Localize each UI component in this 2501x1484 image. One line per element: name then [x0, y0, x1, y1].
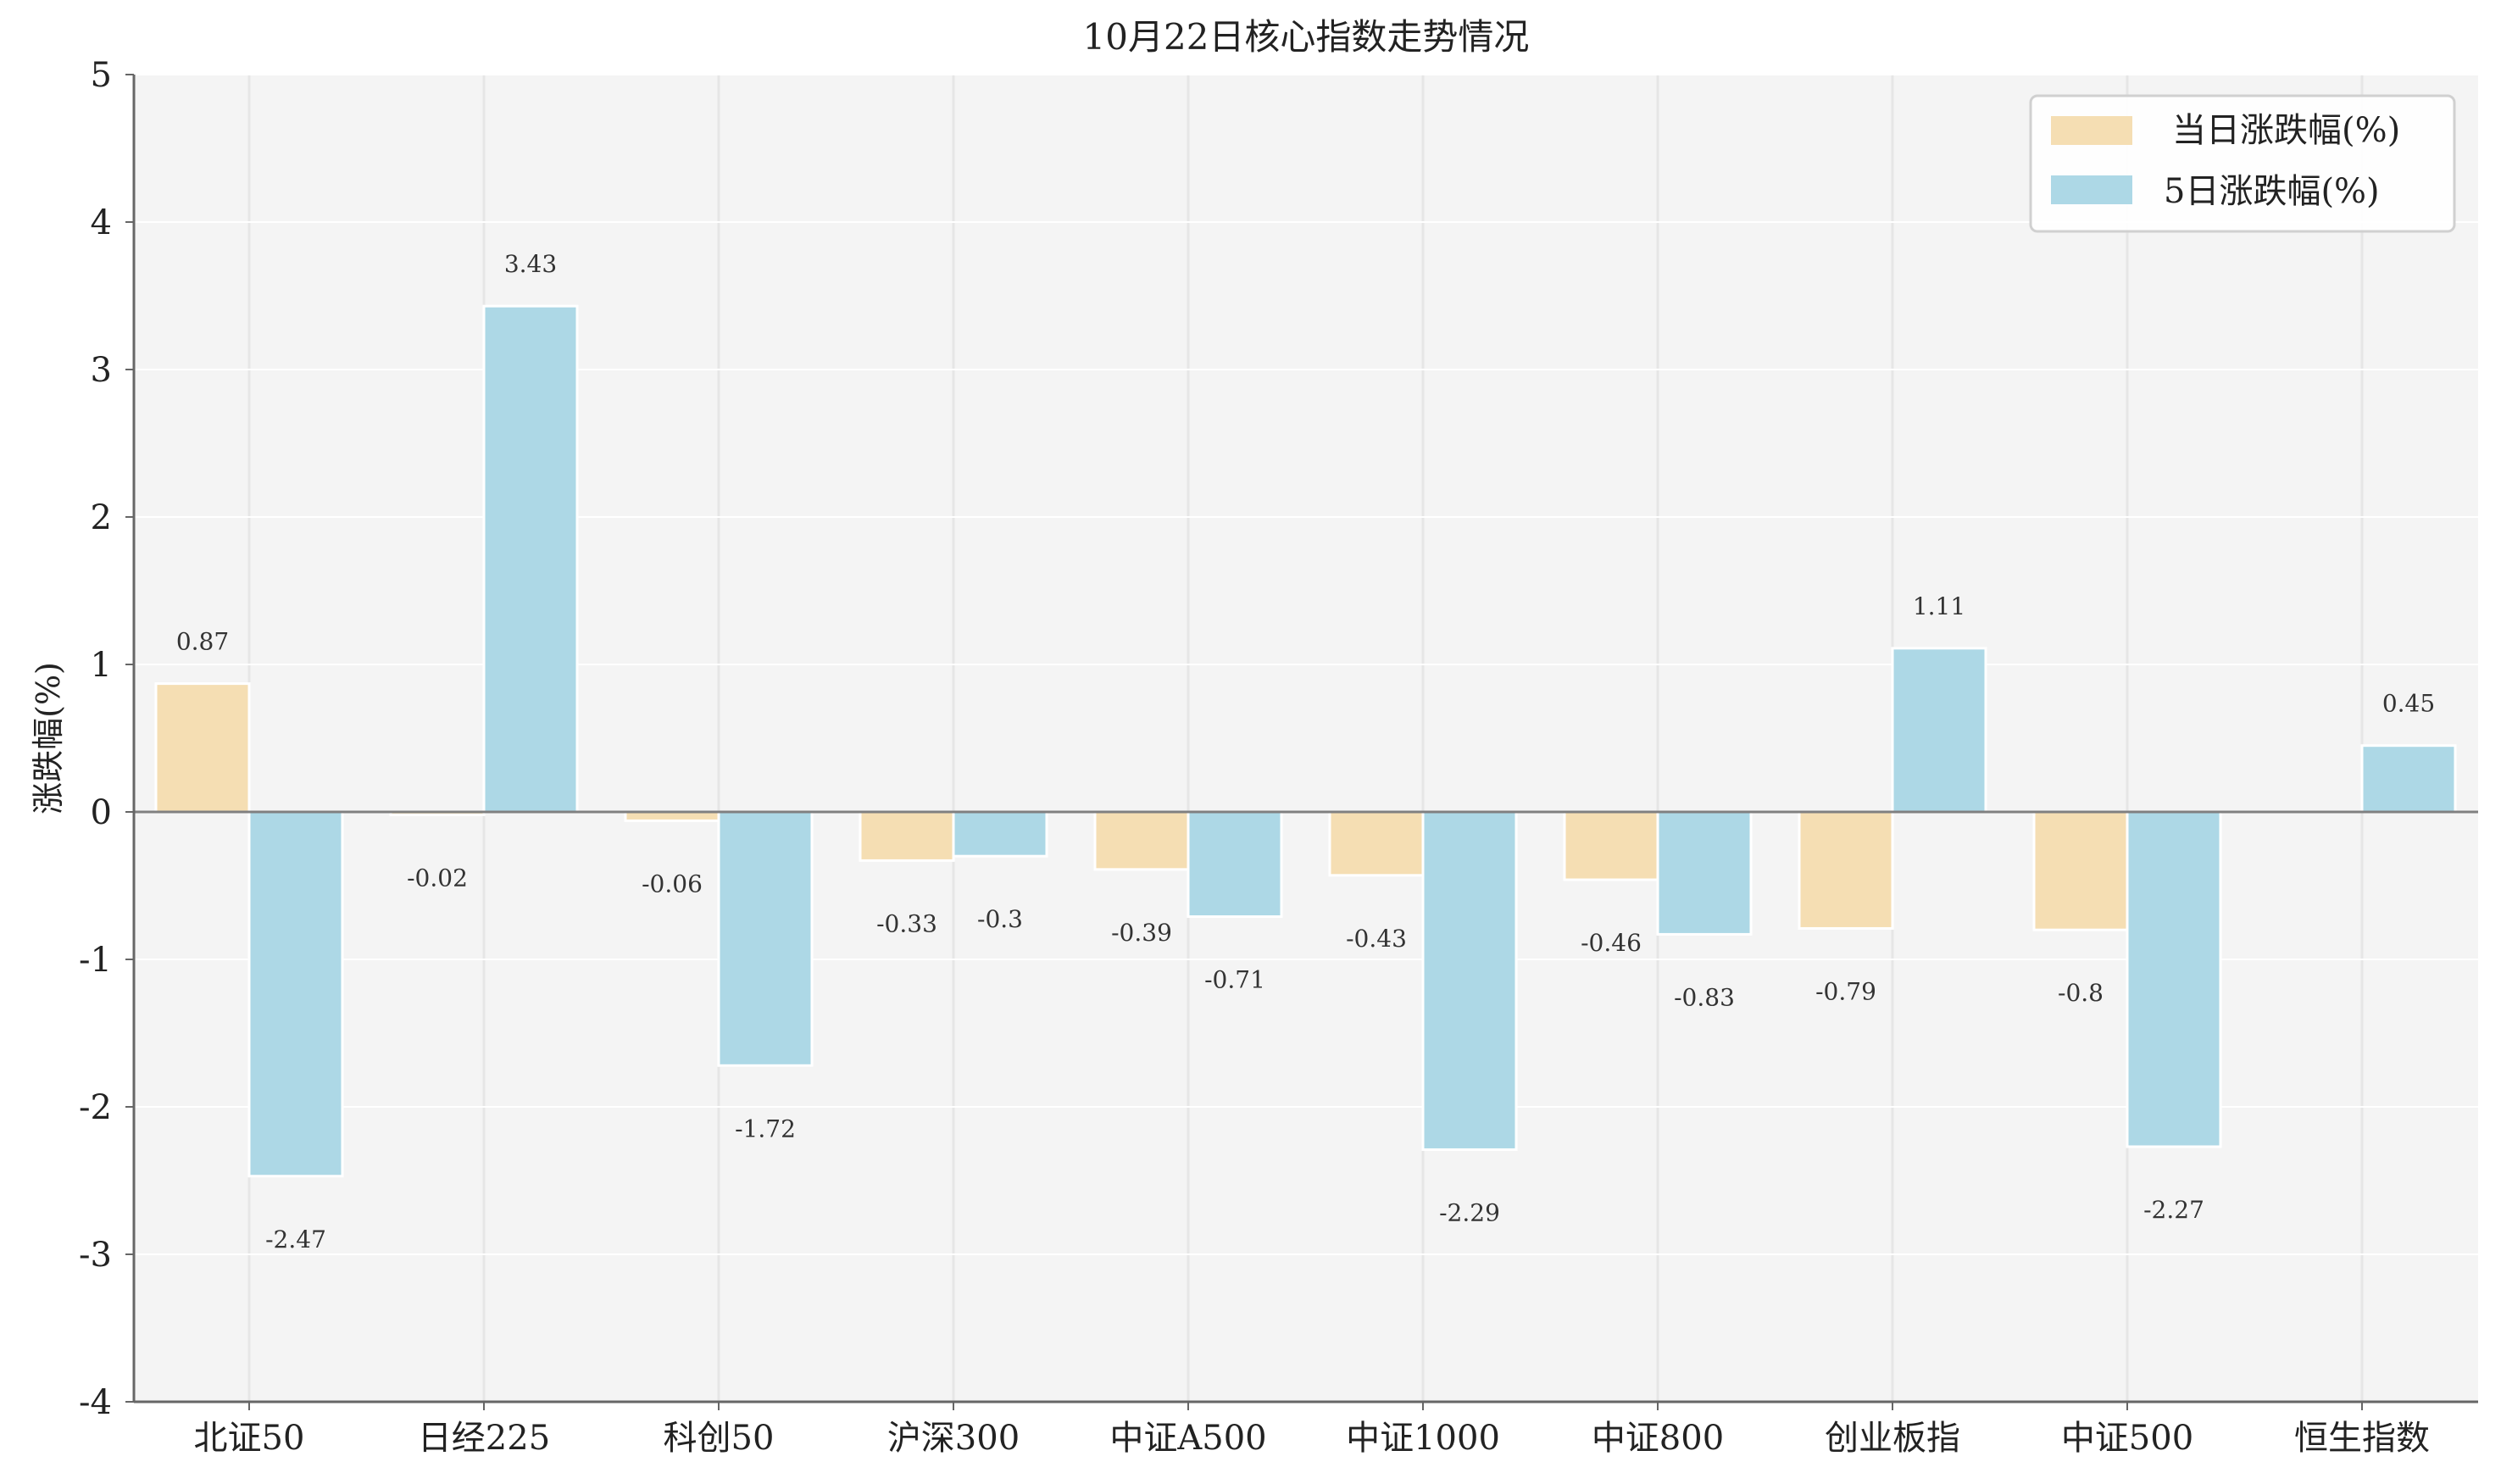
bar-daily-8	[2032, 810, 2129, 931]
data-label-five-day-2: -1.72	[735, 1114, 796, 1142]
y-tick-label: 5	[91, 56, 112, 95]
x-tick-label: 创业板指	[1825, 1419, 1960, 1458]
bar-five-day-8	[2126, 810, 2222, 1148]
bar-daily-4	[1093, 810, 1190, 871]
x-tick-label: 日经225	[418, 1419, 550, 1458]
chart-title: 10月22日核心指数走势情况	[1083, 16, 1530, 58]
legend: 当日涨跌幅(%) 5日涨跌幅(%)	[2029, 94, 2456, 233]
data-label-five-day-3: -0.3	[977, 905, 1023, 933]
x-tick-label: 中证800	[1592, 1419, 1724, 1458]
data-label-five-day-1: 3.43	[504, 250, 557, 278]
data-labels: 0.87 -0.02 -0.06 -0.33 -0.39 -0.43 -0.46 -0.79 -…	[176, 250, 2435, 1253]
data-label-five-day-7: 1.11	[1913, 592, 1965, 620]
x-tick-label: 科创50	[664, 1419, 775, 1458]
bar-daily-5	[1328, 810, 1425, 877]
bars	[154, 304, 2457, 1178]
x-tick-labels: 北证50 日经225 科创50 沪深300 中证A500 中证1000 中证800 创业板指 中…	[194, 1402, 2430, 1458]
legend-swatch-five-day	[2051, 175, 2132, 204]
data-label-five-day-8: -2.27	[2143, 1196, 2204, 1224]
data-label-daily-0: 0.87	[176, 628, 229, 656]
data-label-daily-6: -0.46	[1581, 929, 1642, 957]
y-tick-label: 3	[91, 351, 112, 390]
bar-daily-0	[154, 682, 251, 814]
data-label-daily-7: -0.79	[1815, 977, 1876, 1005]
bar-five-day-1	[482, 304, 579, 814]
legend-label-daily: 当日涨跌幅(%)	[2172, 111, 2400, 150]
y-tick-label: -4	[79, 1383, 112, 1422]
legend-swatch-daily	[2051, 116, 2132, 145]
y-tick-label: 1	[91, 646, 112, 685]
bar-five-day-0	[247, 810, 344, 1178]
bar-five-day-3	[952, 810, 1048, 858]
bar-daily-3	[859, 810, 955, 862]
legend-label-five-day: 5日涨跌幅(%)	[2164, 172, 2380, 211]
data-label-five-day-0: -2.47	[265, 1226, 326, 1253]
y-tick-label: 4	[91, 203, 112, 242]
bar-five-day-6	[1656, 810, 1753, 936]
data-label-five-day-9: 0.45	[2382, 690, 2435, 718]
bar-daily-6	[1563, 810, 1659, 881]
x-tick-label: 中证500	[2061, 1419, 2193, 1458]
x-tick-label: 沪深300	[887, 1419, 1020, 1458]
y-tick-label: -3	[79, 1236, 112, 1275]
y-tick-label: 2	[91, 498, 112, 537]
data-label-five-day-4: -0.71	[1204, 966, 1265, 994]
data-label-daily-2: -0.06	[642, 870, 703, 898]
x-tick-label: 北证50	[194, 1419, 305, 1458]
x-tick-label: 中证1000	[1346, 1419, 1500, 1458]
bar-daily-7	[1798, 810, 1894, 930]
bar-five-day-2	[717, 810, 814, 1067]
data-label-five-day-5: -2.29	[1439, 1198, 1500, 1226]
x-tick-label: 中证A500	[1109, 1419, 1266, 1458]
data-label-daily-4: -0.39	[1111, 919, 1172, 947]
y-tick-label: 0	[91, 793, 112, 832]
bar-daily-2	[624, 810, 720, 822]
data-label-daily-1: -0.02	[407, 864, 468, 892]
data-label-daily-5: -0.43	[1346, 925, 1407, 953]
y-tick-labels: -4 -3 -2 -1 0 1 2 3 4 5	[79, 56, 134, 1422]
data-label-five-day-6: -0.83	[1674, 983, 1735, 1011]
legend-box	[2029, 94, 2456, 233]
y-tick-label: -1	[79, 941, 112, 980]
data-label-daily-8: -0.8	[2058, 979, 2104, 1007]
bar-five-day-4	[1187, 810, 1283, 919]
data-label-daily-3: -0.33	[876, 909, 937, 937]
bar-five-day-7	[1891, 647, 1987, 814]
y-tick-label: -2	[79, 1088, 112, 1127]
y-axis-label: 涨跌幅(%)	[30, 662, 67, 814]
bar-five-day-9	[2360, 744, 2457, 814]
bar-five-day-5	[1421, 810, 1518, 1151]
x-tick-label: 恒生指数	[2294, 1419, 2430, 1458]
